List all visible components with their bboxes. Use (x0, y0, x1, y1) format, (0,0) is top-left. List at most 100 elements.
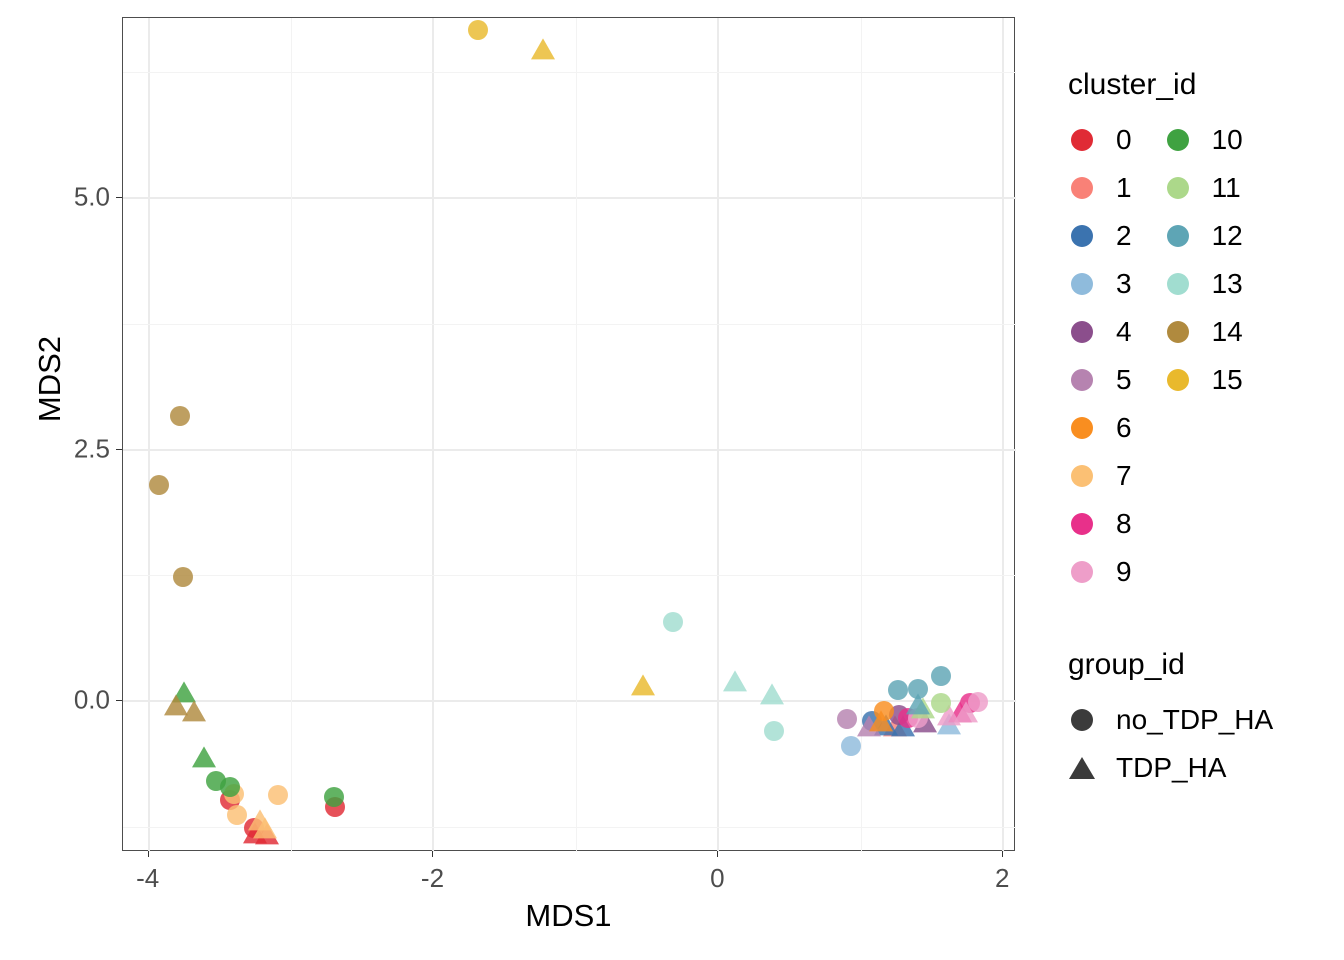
y-tick-mark (116, 197, 122, 199)
legend-entry-label: 8 (1116, 508, 1132, 539)
y-tick-mark (116, 448, 122, 450)
data-point-triangle (723, 670, 748, 692)
legend-cluster-entry-7[interactable]: 7 (1062, 452, 1132, 500)
data-point-circle (169, 406, 190, 427)
data-point-circle (268, 784, 289, 805)
legend-entry-label: 10 (1211, 124, 1243, 155)
legend-key-circle-icon (1062, 504, 1102, 544)
legend-cluster-entry-8[interactable]: 8 (1062, 500, 1132, 548)
legend-cluster-entry-3[interactable]: 3 (1062, 260, 1132, 308)
legend-cluster-entry-2[interactable]: 2 (1062, 212, 1132, 260)
legend-entry-label: 6 (1116, 412, 1132, 443)
data-point-circle (172, 567, 193, 588)
data-point-circle (662, 611, 683, 632)
data-point-triangle (760, 683, 785, 705)
data-point-circle (930, 665, 951, 686)
legend-cluster-entry-14[interactable]: 14 (1158, 308, 1243, 356)
data-point-triangle (630, 674, 655, 696)
data-point-triangle (163, 694, 188, 716)
data-point-circle (840, 736, 861, 757)
y-tick-mark (116, 700, 122, 702)
gridline-major-y (123, 448, 1016, 451)
data-point-circle (887, 680, 908, 701)
legend-color-swatch (1071, 225, 1093, 247)
legend-color-swatch (1166, 321, 1189, 343)
data-point-triangle (182, 700, 207, 722)
legend-key-circle-icon (1062, 552, 1102, 592)
data-point-triangle (868, 710, 893, 732)
gridline-minor-y (123, 72, 1016, 74)
legend-entry-label: TDP_HA (1116, 752, 1227, 783)
gridline-minor-y (123, 323, 1016, 325)
legend-entry-label: 13 (1211, 268, 1243, 299)
data-point-triangle (905, 693, 930, 715)
legend-cluster-entry-6[interactable]: 6 (1062, 404, 1132, 452)
legend-entry-label: no_TDP_HA (1116, 704, 1274, 735)
legend-cluster-id-column-2: 10 11 12 13 14 15 (1158, 116, 1243, 596)
legend-key-circle-icon (1062, 700, 1102, 740)
legend-key-circle-icon (1158, 264, 1198, 304)
x-tick-mark (432, 851, 434, 857)
legend-cluster-entry-10[interactable]: 10 (1158, 116, 1243, 164)
x-tick-mark (717, 851, 719, 857)
legend-key-circle-icon (1062, 360, 1102, 400)
legend-key-circle-icon (1158, 168, 1198, 208)
legend-shape-swatch (1069, 757, 1095, 779)
legend-cluster-entry-12[interactable]: 12 (1158, 212, 1243, 260)
data-point-circle (836, 709, 857, 730)
legend-cluster-entry-0[interactable]: 0 (1062, 116, 1132, 164)
gridline-minor-x (575, 18, 577, 852)
legend-entry-label: 3 (1116, 268, 1132, 299)
x-axis-label: MDS1 (525, 898, 612, 933)
legend-entry-label: 12 (1211, 220, 1243, 251)
y-tick-label: 2.5 (73, 433, 110, 464)
gridline-major-x (432, 18, 435, 852)
legend-entry-label: 15 (1211, 364, 1243, 395)
legend-cluster-entry-15[interactable]: 15 (1158, 356, 1243, 404)
y-axis-label: MDS2 (32, 335, 67, 423)
legend-cluster-entry-13[interactable]: 13 (1158, 260, 1243, 308)
legend-shape-swatch (1071, 709, 1093, 731)
legend-cluster-entry-1[interactable]: 1 (1062, 164, 1132, 212)
legend-color-swatch (1166, 129, 1189, 151)
legend-color-swatch (1071, 561, 1093, 583)
legend-key-circle-icon (1158, 312, 1198, 352)
x-tick-label: 2 (994, 863, 1010, 893)
data-point-circle (323, 786, 344, 807)
legend-group-id-title: group_id (1068, 648, 1185, 681)
legend-entry-label: 1 (1116, 172, 1132, 203)
data-point-circle (467, 20, 488, 41)
legend-color-swatch (1071, 369, 1093, 391)
legend-group-id: group_id no_TDP_HA TDP_HA (1062, 648, 1332, 792)
x-tick-mark (1002, 851, 1004, 857)
legend-color-swatch (1166, 369, 1189, 391)
legend-key-triangle-icon (1062, 748, 1102, 788)
legend-key-circle-icon (1158, 216, 1198, 256)
legend-cluster-entry-9[interactable]: 9 (1062, 548, 1132, 596)
legend-group-entry-no_TDP_HA[interactable]: no_TDP_HA (1062, 696, 1332, 744)
legend-cluster-entry-11[interactable]: 11 (1158, 164, 1243, 212)
legend-group-entry-TDP_HA[interactable]: TDP_HA (1062, 744, 1332, 792)
data-point-triangle (192, 746, 217, 768)
data-point-triangle (253, 817, 278, 839)
gridline-minor-x (860, 18, 862, 852)
x-tick-label: -2 (420, 863, 445, 893)
legend-color-swatch (1071, 177, 1093, 199)
data-point-circle (226, 804, 247, 825)
data-point-triangle (954, 701, 979, 723)
gridline-minor-y (123, 575, 1016, 577)
legend-color-swatch (1166, 225, 1189, 247)
legend-cluster-entry-5[interactable]: 5 (1062, 356, 1132, 404)
data-point-triangle (531, 38, 556, 60)
legend-entry-label: 9 (1116, 556, 1132, 587)
legend-entry-label: 5 (1116, 364, 1132, 395)
legend-color-swatch (1071, 321, 1093, 343)
y-tick-label: 5.0 (73, 181, 110, 212)
legend-key-circle-icon (1062, 408, 1102, 448)
x-tick-mark (147, 851, 149, 857)
legend-key-circle-icon (1158, 120, 1198, 160)
x-tick-label: 0 (710, 863, 725, 893)
legend-cluster-entry-4[interactable]: 4 (1062, 308, 1132, 356)
